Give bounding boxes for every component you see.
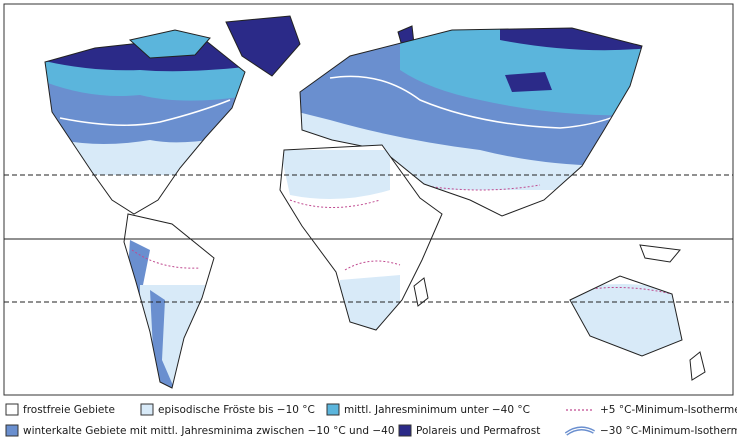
legend-label: frostfreie Gebiete bbox=[23, 404, 115, 416]
map bbox=[3, 3, 734, 396]
legend-label: mittl. Jahresminimum unter −40 °C bbox=[344, 404, 530, 416]
madagascar bbox=[413, 277, 429, 307]
legend-line bbox=[565, 427, 595, 435]
legend: frostfreie Gebiete episodische Fröste bi… bbox=[5, 403, 737, 437]
legend-swatch bbox=[5, 424, 19, 437]
legend-swatch bbox=[326, 403, 340, 416]
legend-label: −30 °C-Minimum-Isotherme bbox=[600, 425, 737, 437]
legend-label: winterkalte Gebiete mit mittl. Jahresmin… bbox=[23, 425, 410, 437]
legend-swatch bbox=[398, 424, 412, 437]
legend-label: Polareis und Permafrost bbox=[416, 425, 540, 437]
legend-swatch bbox=[5, 403, 19, 416]
greenland bbox=[225, 15, 301, 77]
legend-swatch bbox=[140, 403, 154, 416]
legend-label: +5 °C-Minimum-Isotherme bbox=[600, 404, 737, 416]
legend-label: episodische Fröste bis −10 °C bbox=[158, 404, 315, 416]
